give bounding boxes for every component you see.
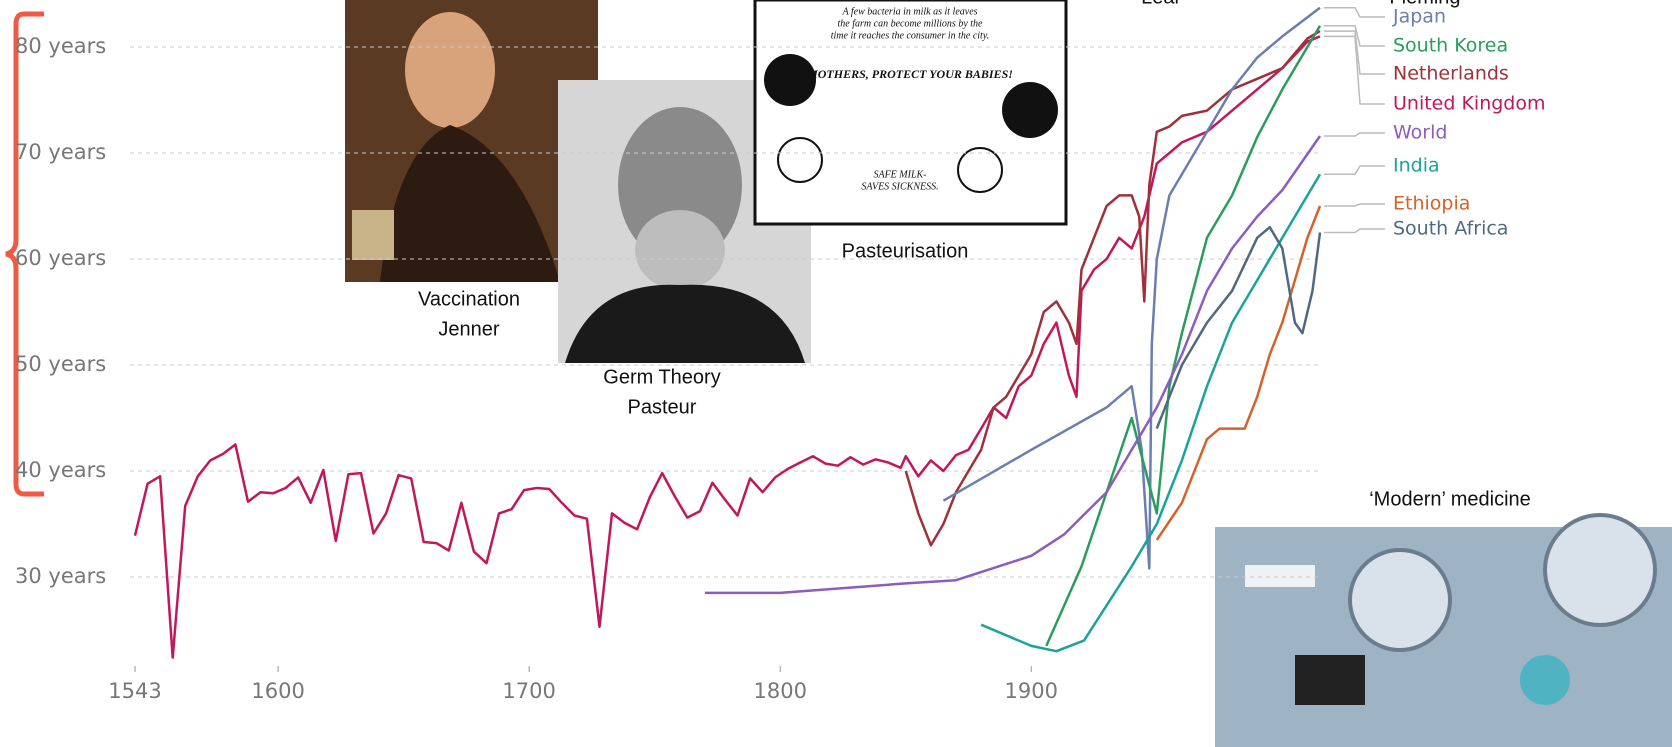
modern-medicine-photo bbox=[1215, 513, 1672, 747]
plot: 30 years 40 years 50 years 60 years 70 years… bbox=[15, 6, 1546, 704]
legend-label: India bbox=[1393, 155, 1440, 177]
legend-label: Netherlands bbox=[1393, 63, 1509, 85]
annotation: Pasteurisation bbox=[842, 240, 969, 262]
legend-label: Japan bbox=[1392, 6, 1446, 28]
series-line bbox=[1155, 225, 1322, 430]
x-tick-label: 1800 bbox=[753, 679, 806, 703]
annotation: Germ Theory bbox=[603, 366, 720, 388]
pasteurisation-poster bbox=[753, 0, 1068, 226]
poster-text: SAVES SICKNESS. bbox=[861, 181, 938, 192]
annotation: Vaccination bbox=[418, 288, 520, 310]
annotation: Leal bbox=[1141, 0, 1179, 8]
poster-text: MOTHERS, PROTECT YOUR BABIES! bbox=[806, 67, 1013, 81]
legend-label: World bbox=[1393, 122, 1447, 144]
legend-label: South Africa bbox=[1393, 218, 1508, 240]
legend-connector bbox=[1324, 165, 1385, 175]
series-line bbox=[133, 35, 1321, 659]
y-tick-label: 70 years bbox=[15, 140, 106, 164]
poster-text: A few bacteria in milk as it leaves bbox=[841, 6, 977, 17]
legend-label: Ethiopia bbox=[1393, 193, 1470, 215]
y-tick-label: 80 years bbox=[15, 34, 106, 58]
annotation: Fleming bbox=[1389, 0, 1460, 8]
series-line bbox=[942, 6, 1321, 570]
series-line bbox=[980, 173, 1322, 653]
annotation: Pasteur bbox=[628, 396, 697, 418]
legend-connector bbox=[1324, 132, 1385, 137]
annotation: ‘Modern’ medicine bbox=[1369, 488, 1531, 510]
legend-connector bbox=[1324, 228, 1385, 234]
legend-connector bbox=[1324, 25, 1385, 47]
x-tick-label: 1543 bbox=[108, 679, 161, 703]
annotation: Jenner bbox=[438, 318, 499, 340]
legend-connector bbox=[1324, 203, 1385, 207]
series-line bbox=[704, 135, 1322, 595]
legend-label: South Korea bbox=[1393, 35, 1508, 57]
x-tick-label: 1700 bbox=[502, 679, 555, 703]
x-tick-label: 1900 bbox=[1005, 679, 1058, 703]
legend-connector bbox=[1324, 35, 1385, 105]
bracket bbox=[5, 11, 44, 497]
y-tick-label: 50 years bbox=[15, 352, 106, 376]
poster-text: time it reaches the consumer in the city… bbox=[831, 30, 989, 41]
legend-connector bbox=[1324, 7, 1385, 18]
y-tick-label: 60 years bbox=[15, 246, 106, 270]
series-line bbox=[1155, 205, 1322, 541]
x-tick-label: 1600 bbox=[251, 679, 304, 703]
y-tick-label: 30 years bbox=[15, 564, 106, 588]
legend-connector bbox=[1324, 30, 1385, 75]
series-line bbox=[904, 30, 1321, 547]
poster-text: the farm can become millions by the bbox=[838, 18, 984, 29]
legend-label: United Kingdom bbox=[1393, 93, 1546, 115]
y-tick-label: 40 years bbox=[15, 458, 106, 482]
series-line bbox=[1045, 25, 1322, 647]
poster-text: SAFE MILK- bbox=[873, 169, 926, 180]
